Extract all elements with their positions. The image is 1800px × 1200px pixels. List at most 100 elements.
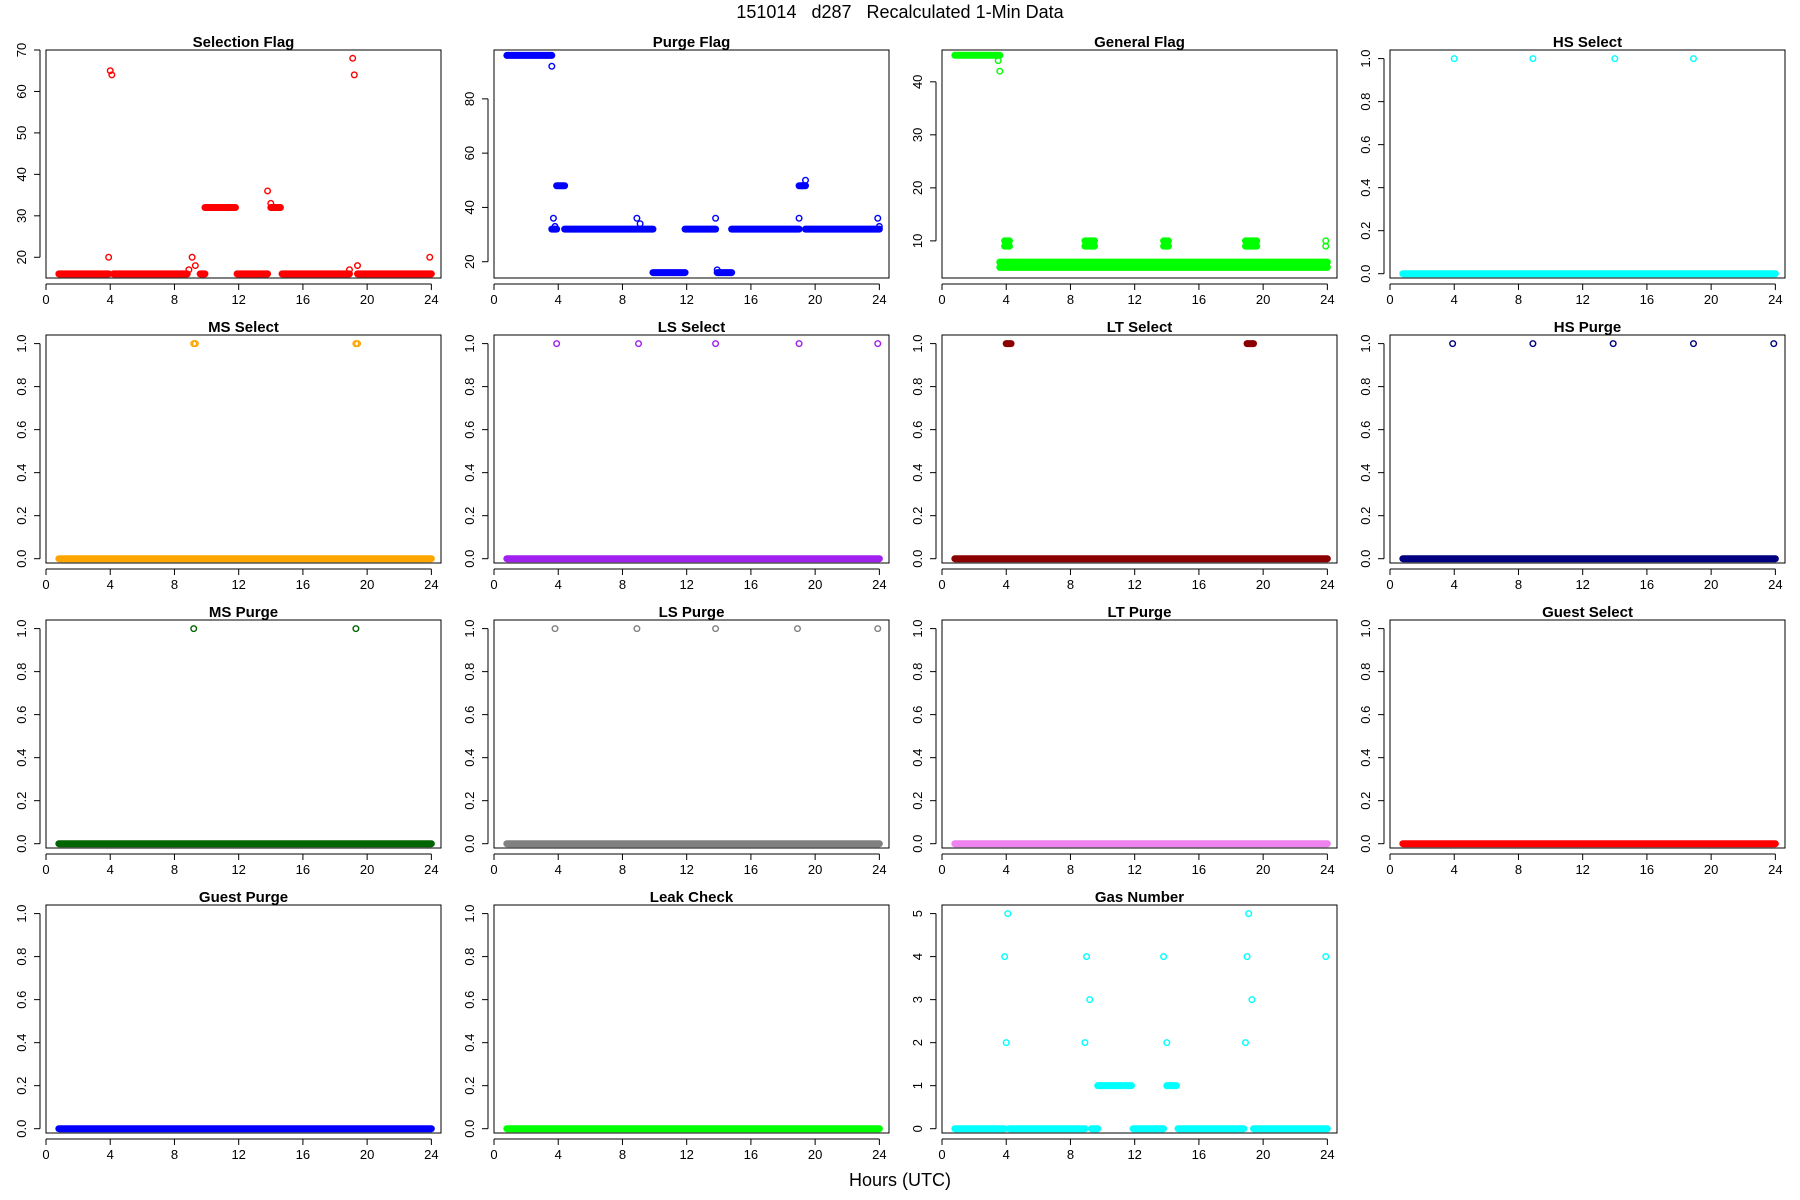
x-tick-label: 0 — [490, 292, 497, 307]
x-tick-label: 16 — [1192, 577, 1206, 592]
panel-title: Guest Select — [1542, 604, 1633, 621]
x-tick-label: 24 — [872, 292, 886, 307]
panel-ls-purge: LS Purge 0 4 8 12 16 20 24 0.0 0.2 0.4 0.6 0.8 1.0 — [462, 604, 890, 877]
data-point — [190, 625, 198, 633]
data-point — [354, 340, 362, 348]
x-tick-label: 12 — [231, 292, 245, 307]
y-tick-label: 0.2 — [14, 507, 29, 525]
data-point — [553, 340, 561, 348]
x-tick-label: 0 — [1386, 292, 1393, 307]
x-tick-label: 4 — [555, 292, 562, 307]
y-tick-label: 0.4 — [462, 1034, 477, 1052]
data-point — [185, 266, 193, 274]
data-point — [1248, 996, 1256, 1004]
panel-title: HS Select — [1553, 34, 1622, 51]
data-point — [802, 176, 810, 184]
y-tick-label: 0.8 — [1358, 663, 1373, 681]
x-tick-label: 20 — [1256, 577, 1270, 592]
data-point — [426, 253, 434, 261]
y-tick-label: 40 — [910, 75, 925, 89]
y-tick-label: 40 — [14, 167, 29, 181]
data-point — [712, 214, 720, 222]
x-tick-label: 20 — [808, 1147, 822, 1162]
x-tick-label: 12 — [679, 862, 693, 877]
y-tick-label: 0.2 — [462, 1077, 477, 1095]
y-tick-label: 0.0 — [462, 835, 477, 853]
x-tick-label: 24 — [424, 577, 438, 592]
x-tick-label: 20 — [360, 1147, 374, 1162]
x-tick-label: 12 — [679, 1147, 693, 1162]
panel-title: Leak Check — [650, 889, 734, 906]
y-tick-label: 0.2 — [14, 792, 29, 810]
x-tick-label: 8 — [619, 292, 626, 307]
x-tick-label: 8 — [1515, 292, 1522, 307]
x-tick-label: 4 — [1003, 577, 1010, 592]
data-point — [712, 625, 720, 633]
y-tick-label: 1.0 — [1358, 50, 1373, 68]
panel-selection-flag: Selection Flag 0 4 8 12 16 20 24 20 30 40 50 60 70 — [14, 34, 442, 307]
x-tick-label: 24 — [1768, 577, 1782, 592]
panel-title: LT Purge — [1108, 604, 1172, 621]
x-tick-label: 24 — [872, 577, 886, 592]
x-tick-label: 0 — [938, 1147, 945, 1162]
y-tick-label: 60 — [14, 84, 29, 98]
x-tick-label: 8 — [1515, 862, 1522, 877]
x-tick-label: 12 — [231, 1147, 245, 1162]
x-tick-label: 16 — [296, 862, 310, 877]
x-tick-label: 4 — [555, 862, 562, 877]
x-tick-label: 12 — [1127, 1147, 1141, 1162]
y-tick-label: 30 — [14, 209, 29, 223]
data-point — [1004, 910, 1012, 918]
x-tick-label: 24 — [1320, 292, 1334, 307]
data-point — [1450, 55, 1458, 63]
x-tick-label: 12 — [1575, 862, 1589, 877]
y-tick-label: 0.6 — [14, 991, 29, 1009]
x-tick-label: 4 — [107, 292, 114, 307]
x-tick-label: 8 — [171, 1147, 178, 1162]
y-tick-label: 5 — [910, 910, 925, 917]
data-point — [875, 222, 883, 230]
data-point — [354, 262, 362, 270]
data-point — [636, 220, 644, 228]
x-tick-label: 8 — [619, 1147, 626, 1162]
data-point — [1002, 1039, 1010, 1047]
data-point — [996, 67, 1004, 75]
x-tick-label: 20 — [1256, 862, 1270, 877]
data-point — [1770, 340, 1778, 348]
y-tick-label: 1.0 — [462, 905, 477, 923]
x-tick-label: 8 — [1515, 577, 1522, 592]
x-tick-label: 16 — [296, 292, 310, 307]
y-tick-label: 1.0 — [462, 620, 477, 638]
x-tick-label: 0 — [1386, 577, 1393, 592]
y-tick-label: 0.8 — [462, 378, 477, 396]
y-tick-label: 0.6 — [14, 706, 29, 724]
y-tick-label: 0.2 — [910, 507, 925, 525]
x-tick-label: 20 — [360, 862, 374, 877]
plot-frame — [941, 49, 1338, 279]
x-tick-label: 12 — [679, 577, 693, 592]
panel-ls-select: LS Select 0 4 8 12 16 20 24 0.0 0.2 0.4 0.6 0.8 1.0 — [462, 319, 890, 592]
plot-frame — [1389, 49, 1786, 279]
x-tick-label: 8 — [171, 577, 178, 592]
data-point — [874, 214, 882, 222]
figure-x-axis-label: Hours (UTC) — [849, 1170, 951, 1190]
x-tick-label: 20 — [808, 292, 822, 307]
y-tick-label: 0.0 — [1358, 265, 1373, 283]
panel-title: MS Purge — [209, 604, 278, 621]
y-tick-label: 0.0 — [462, 550, 477, 568]
y-tick-label: 0.6 — [462, 706, 477, 724]
x-tick-label: 8 — [1067, 577, 1074, 592]
x-tick-label: 20 — [1256, 1147, 1270, 1162]
y-tick-label: 0.6 — [462, 991, 477, 1009]
y-tick-label: 0.8 — [462, 663, 477, 681]
y-tick-label: 0.6 — [14, 421, 29, 439]
x-tick-label: 24 — [424, 292, 438, 307]
x-tick-label: 24 — [424, 1147, 438, 1162]
x-tick-label: 20 — [1704, 577, 1718, 592]
y-tick-label: 4 — [910, 953, 925, 960]
x-tick-label: 24 — [1768, 862, 1782, 877]
data-point — [188, 253, 196, 261]
plot-frame — [493, 49, 890, 279]
